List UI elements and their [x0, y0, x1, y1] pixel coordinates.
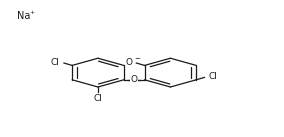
- Text: Cl: Cl: [209, 72, 218, 81]
- Text: Cl: Cl: [51, 58, 60, 67]
- Text: Cl: Cl: [93, 94, 103, 103]
- Text: O: O: [125, 58, 132, 67]
- Text: +: +: [30, 10, 35, 15]
- Text: −: −: [134, 56, 140, 62]
- Text: Na: Na: [17, 12, 30, 21]
- Text: O: O: [131, 75, 138, 84]
